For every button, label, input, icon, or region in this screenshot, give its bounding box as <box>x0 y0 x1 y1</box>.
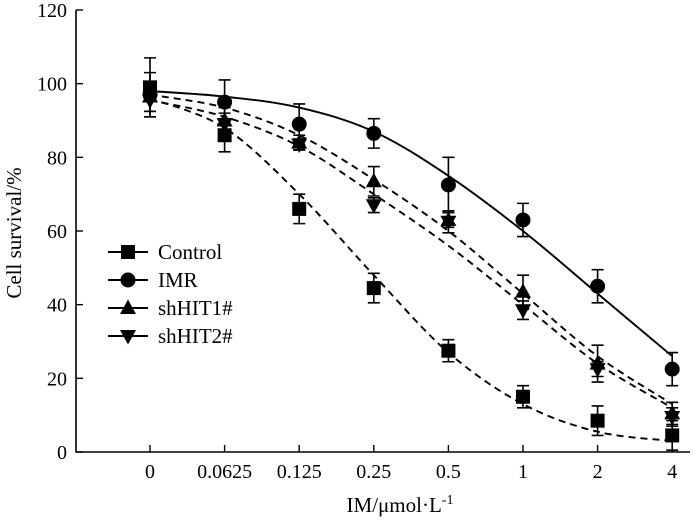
data-point-shhit2 <box>216 118 233 133</box>
x-axis-title-main: IM/μmol·L <box>347 493 442 517</box>
data-point-control <box>665 428 680 443</box>
data-point-shhit2 <box>365 199 382 214</box>
data-point-shhit1 <box>365 172 382 188</box>
x-tick-label: 4 <box>667 461 677 483</box>
legend-label-shhit2: shHIT2# <box>158 324 233 348</box>
fit-curve-shhit2 <box>149 99 673 409</box>
legend-marker-imr <box>120 272 136 288</box>
x-tick-label: 0.25 <box>356 461 391 483</box>
axes <box>75 10 690 453</box>
x-axis-title-superscript: -1 <box>442 493 454 508</box>
data-point-imr <box>440 177 456 193</box>
legend-marker-control <box>121 245 135 259</box>
data-point-imr <box>590 278 606 294</box>
y-tick-label: 0 <box>57 442 67 464</box>
data-point-shhit2 <box>142 94 158 109</box>
legend-label-shhit1: shHIT1# <box>158 296 233 320</box>
legend-marker-shhit2 <box>120 330 136 345</box>
data-point-control <box>516 389 530 404</box>
x-tick-label: 2 <box>593 461 603 483</box>
legend: Control IMR shHIT1# shHIT2# <box>108 240 233 348</box>
x-tick-label: 0.5 <box>436 461 461 483</box>
y-tick-label: 120 <box>37 0 67 22</box>
legend-marker-shhit1 <box>120 299 136 314</box>
data-points <box>142 80 681 443</box>
y-tick-label: 80 <box>47 147 67 169</box>
y-tick-label: 100 <box>37 74 67 96</box>
axis-lines <box>75 10 690 453</box>
y-tick-label: 40 <box>47 295 67 317</box>
x-tick-label: 1 <box>518 461 528 483</box>
data-point-imr <box>217 94 233 110</box>
legend-label-imr: IMR <box>158 268 198 292</box>
x-tick-label: 0.0625 <box>197 461 252 483</box>
fit-curve-control <box>149 97 673 442</box>
data-point-control <box>441 343 456 358</box>
data-point-control <box>292 201 307 216</box>
x-tick-label: 0 <box>145 461 155 483</box>
fit-curve-shhit1 <box>149 93 673 405</box>
data-point-shhit2 <box>440 215 457 231</box>
x-axis-title: IM/μmol·L-1 <box>347 493 454 517</box>
x-axis-ticks: 0 0.0625 0.125 0.25 0.5 1 2 4 <box>145 445 677 483</box>
data-point-shhit2 <box>291 138 308 153</box>
data-point-shhit2 <box>664 411 681 426</box>
data-point-control <box>590 413 605 428</box>
data-point-imr <box>515 212 531 228</box>
x-tick-label: 0.125 <box>277 461 322 483</box>
y-tick-label: 60 <box>47 221 67 243</box>
data-point-imr <box>664 361 680 377</box>
y-tick-label: 20 <box>47 368 67 390</box>
data-point-shhit1 <box>515 283 531 298</box>
y-axis-title: Cell survival/% <box>2 167 26 298</box>
data-point-imr <box>366 125 382 141</box>
fit-curves <box>149 90 673 442</box>
legend-label-control: Control <box>158 240 222 264</box>
data-point-shhit2 <box>515 304 531 319</box>
data-point-control <box>217 128 232 143</box>
data-point-shhit2 <box>589 363 606 378</box>
data-point-control <box>366 281 381 296</box>
data-point-imr <box>291 116 307 132</box>
y-axis-ticks: 0 20 40 60 80 100 120 <box>37 0 83 464</box>
